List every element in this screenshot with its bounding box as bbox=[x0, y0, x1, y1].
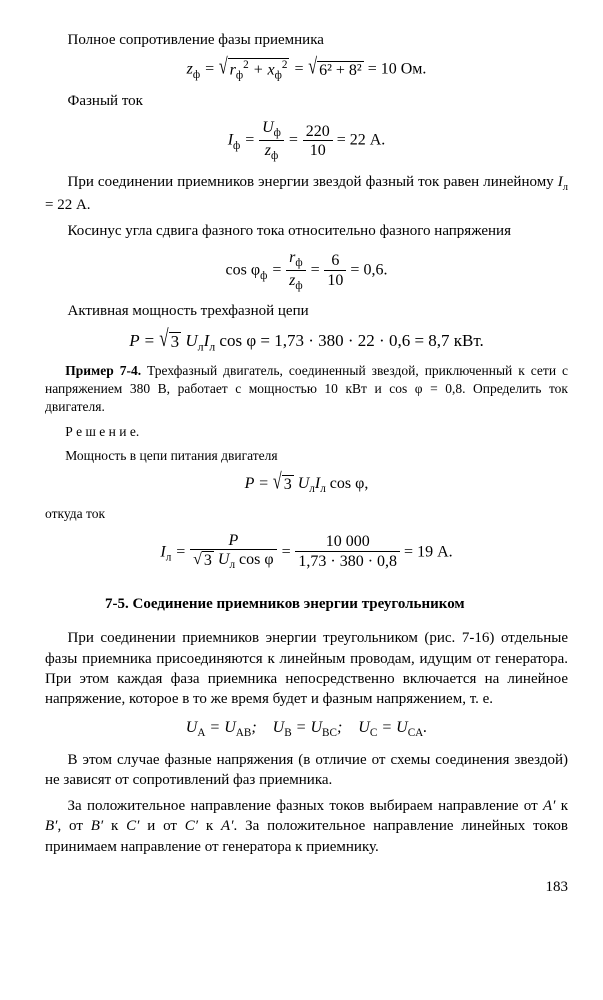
equation-2: Iф = Uфzф = 22010 = 22 А. bbox=[45, 119, 568, 163]
body-para-1: При соединении приемников энергии треуго… bbox=[45, 628, 568, 709]
equation-5: P = √3 UлIл cos φ, bbox=[45, 473, 568, 497]
equation-4: P = √3 UлIл cos φ = 1,73 · 380 · 22 · 0,… bbox=[45, 330, 568, 354]
equation-7: UA = UAB; UB = UBC; UC = UCA. bbox=[45, 717, 568, 741]
equation-6: Iл = P√3 Uл cos φ = 10 0001,73 · 380 · 0… bbox=[45, 532, 568, 573]
body-para-3: За положительное направление фазных токо… bbox=[45, 796, 568, 857]
equation-3: cos φф = rфzф = 610 = 0,6. bbox=[45, 249, 568, 293]
intro-line-3: Активная мощность трехфазной цепи bbox=[45, 301, 568, 321]
intro-line-2: Фазный ток bbox=[45, 91, 568, 111]
para-2: Косинус угла сдвига фазного тока относит… bbox=[45, 221, 568, 241]
otkuda-tok: откуда ток bbox=[45, 505, 568, 523]
equation-1: zф = √rф2 + xф2 = √6² + 8² = 10 Ом. bbox=[45, 58, 568, 83]
example-line: Мощность в цепи питания двигателя bbox=[45, 447, 568, 465]
reshenie-label: Р е ш е н и е. bbox=[45, 423, 568, 441]
para-1: При соединении приемников энергии звездо… bbox=[45, 172, 568, 215]
section-head-7-5: 7-5. Соединение приемников энергии треуг… bbox=[105, 595, 568, 615]
page-number: 183 bbox=[45, 877, 568, 897]
example-7-4: Пример 7-4. Трехфазный двигатель, соедин… bbox=[45, 362, 568, 417]
intro-line-1: Полное сопротивление фазы приемника bbox=[45, 30, 568, 50]
body-para-2: В этом случае фазные напряжения (в отлич… bbox=[45, 750, 568, 791]
